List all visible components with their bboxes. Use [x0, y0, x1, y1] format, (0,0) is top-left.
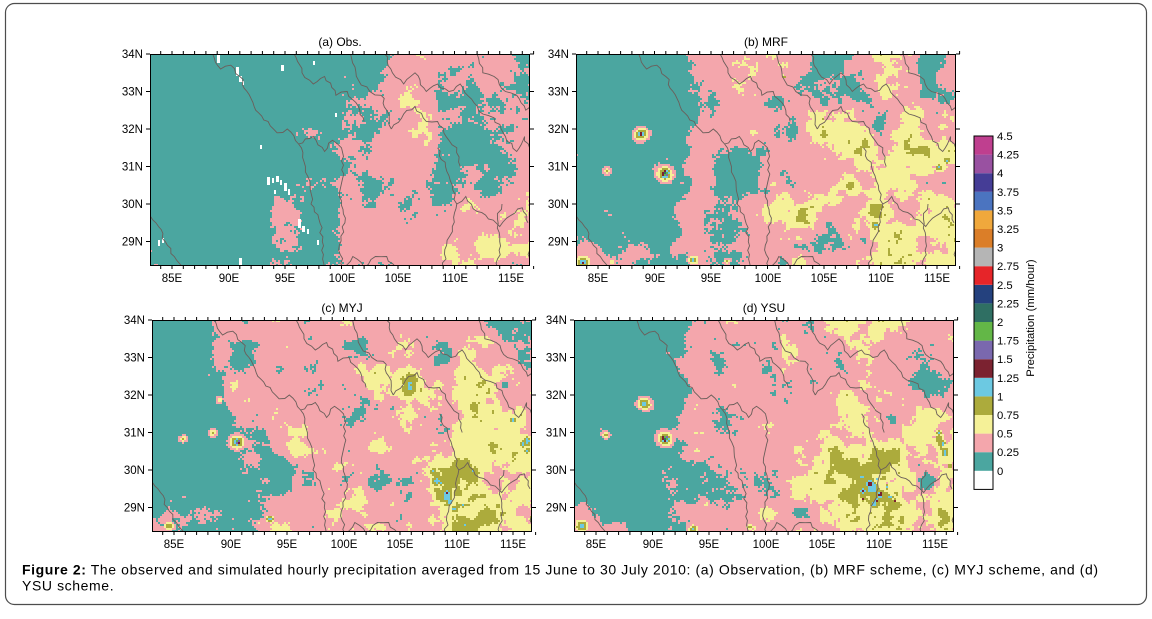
- svg-text:32N: 32N: [546, 390, 567, 402]
- svg-text:29N: 29N: [122, 237, 143, 249]
- svg-text:110E: 110E: [444, 539, 470, 551]
- svg-text:3.25: 3.25: [997, 224, 1019, 236]
- svg-text:30N: 30N: [122, 199, 143, 211]
- svg-text:100E: 100E: [331, 539, 358, 551]
- svg-text:115E: 115E: [500, 539, 526, 551]
- svg-text:2.25: 2.25: [997, 298, 1019, 310]
- svg-text:3.75: 3.75: [997, 187, 1019, 199]
- svg-text:95E: 95E: [699, 539, 720, 551]
- svg-text:30N: 30N: [546, 465, 567, 477]
- svg-text:105E: 105E: [811, 273, 838, 285]
- svg-text:90E: 90E: [221, 539, 242, 551]
- svg-text:2.5: 2.5: [997, 280, 1013, 292]
- svg-text:30N: 30N: [124, 465, 145, 477]
- svg-text:3: 3: [997, 243, 1003, 255]
- svg-text:95E: 95E: [701, 273, 722, 285]
- svg-text:31N: 31N: [124, 428, 145, 440]
- svg-text:3.5: 3.5: [997, 205, 1013, 217]
- svg-text:33N: 33N: [124, 353, 145, 365]
- svg-text:1: 1: [997, 391, 1003, 403]
- svg-text:85E: 85E: [586, 539, 607, 551]
- svg-text:115E: 115E: [498, 273, 524, 285]
- svg-text:33N: 33N: [546, 353, 567, 365]
- svg-text:95E: 95E: [277, 539, 298, 551]
- svg-text:110E: 110E: [442, 273, 468, 285]
- svg-text:85E: 85E: [588, 273, 609, 285]
- svg-text:33N: 33N: [548, 87, 569, 99]
- svg-text:(d) YSU: (d) YSU: [743, 301, 785, 315]
- svg-text:105E: 105E: [387, 539, 414, 551]
- svg-text:100E: 100E: [329, 273, 356, 285]
- svg-text:110E: 110E: [866, 539, 892, 551]
- svg-text:1.25: 1.25: [997, 373, 1019, 385]
- svg-text:31N: 31N: [546, 428, 567, 440]
- svg-text:90E: 90E: [219, 273, 240, 285]
- svg-text:32N: 32N: [548, 124, 569, 136]
- svg-text:1.5: 1.5: [997, 354, 1013, 366]
- svg-text:32N: 32N: [122, 124, 143, 136]
- svg-text:0: 0: [997, 466, 1003, 478]
- svg-text:(c) MYJ: (c) MYJ: [321, 301, 362, 315]
- svg-text:(b) MRF: (b) MRF: [744, 35, 788, 49]
- svg-text:29N: 29N: [548, 237, 569, 249]
- svg-text:34N: 34N: [122, 49, 143, 61]
- svg-text:2: 2: [997, 317, 1003, 329]
- svg-text:1.75: 1.75: [997, 336, 1019, 348]
- svg-text:4.5: 4.5: [997, 131, 1013, 143]
- svg-text:Figure 2: The observed and sim: Figure 2: The observed and simulated hou…: [22, 562, 1099, 578]
- svg-text:0.25: 0.25: [997, 447, 1019, 459]
- svg-text:85E: 85E: [164, 539, 185, 551]
- svg-text:90E: 90E: [643, 539, 664, 551]
- svg-text:31N: 31N: [122, 162, 143, 174]
- svg-text:100E: 100E: [753, 539, 780, 551]
- svg-text:105E: 105E: [809, 539, 836, 551]
- svg-text:29N: 29N: [124, 503, 145, 515]
- svg-text:32N: 32N: [124, 390, 145, 402]
- svg-text:(a) Obs.: (a) Obs.: [318, 35, 361, 49]
- svg-text:34N: 34N: [124, 315, 145, 327]
- svg-text:30N: 30N: [548, 199, 569, 211]
- svg-text:YSU scheme.: YSU scheme.: [22, 578, 114, 594]
- svg-text:105E: 105E: [385, 273, 412, 285]
- svg-text:90E: 90E: [645, 273, 666, 285]
- svg-text:85E: 85E: [162, 273, 183, 285]
- svg-text:95E: 95E: [275, 273, 296, 285]
- svg-text:0.75: 0.75: [997, 410, 1019, 422]
- svg-text:34N: 34N: [548, 49, 569, 61]
- svg-text:33N: 33N: [122, 87, 143, 99]
- svg-text:110E: 110E: [868, 273, 894, 285]
- svg-text:115E: 115E: [924, 273, 950, 285]
- svg-text:2.75: 2.75: [997, 261, 1019, 273]
- svg-text:0.5: 0.5: [997, 429, 1013, 441]
- svg-text:115E: 115E: [922, 539, 948, 551]
- svg-text:100E: 100E: [755, 273, 782, 285]
- svg-text:4.25: 4.25: [997, 150, 1019, 162]
- svg-text:29N: 29N: [546, 503, 567, 515]
- svg-text:Precipitation (mm/hour): Precipitation (mm/hour): [1025, 259, 1037, 377]
- svg-text:31N: 31N: [548, 162, 569, 174]
- svg-text:4: 4: [997, 168, 1003, 180]
- svg-text:34N: 34N: [546, 315, 567, 327]
